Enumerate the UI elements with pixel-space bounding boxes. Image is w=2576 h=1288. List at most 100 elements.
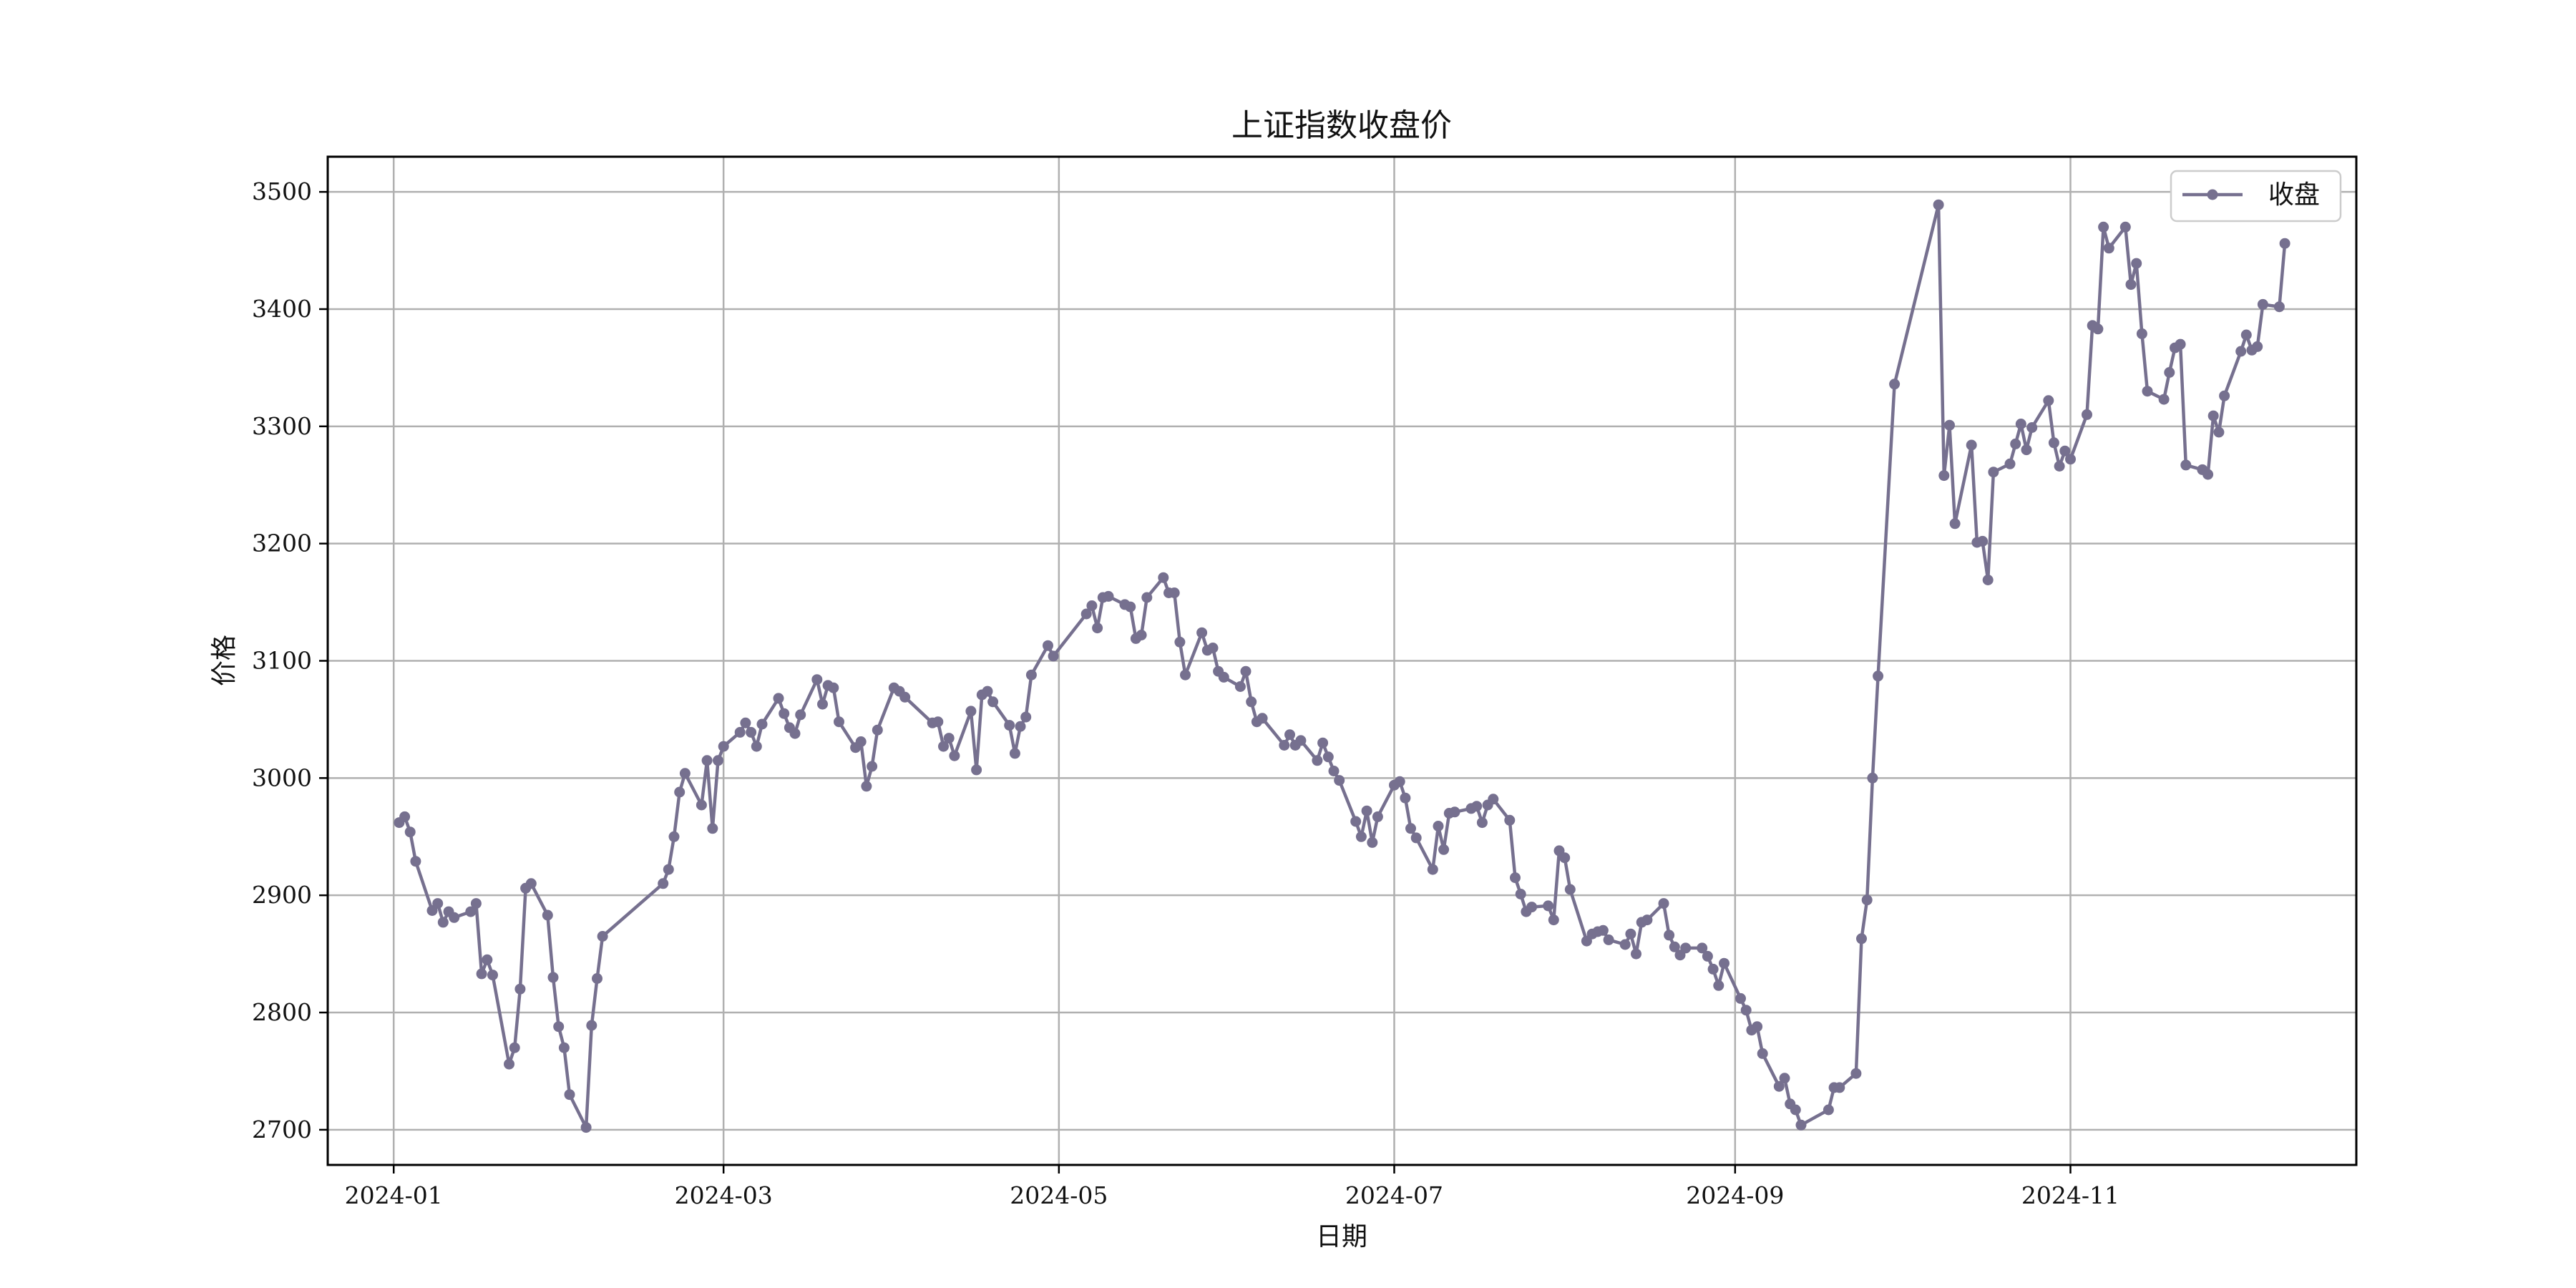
x-tick-label: 2024-05 — [1010, 1181, 1108, 1209]
data-point — [1350, 816, 1362, 827]
data-point — [1625, 928, 1636, 940]
data-point — [2043, 395, 2054, 406]
data-point — [1856, 933, 1867, 945]
y-tick-label: 3400 — [252, 295, 312, 323]
data-point — [1850, 1068, 1862, 1079]
data-point — [773, 693, 784, 704]
data-point — [547, 972, 559, 983]
data-point — [971, 764, 982, 776]
data-point — [756, 718, 768, 730]
data-point — [1889, 379, 1901, 390]
data-point — [1405, 823, 1416, 834]
data-point — [2213, 426, 2225, 438]
data-point — [746, 726, 757, 738]
data-point — [1559, 852, 1571, 864]
data-point — [872, 724, 883, 736]
y-tick-label: 2900 — [252, 881, 312, 909]
data-point — [514, 983, 526, 995]
data-point — [449, 912, 460, 923]
data-point — [1284, 729, 1295, 741]
data-point — [2054, 461, 2065, 472]
data-point — [1664, 930, 1675, 941]
legend-label: 收盘 — [2268, 180, 2320, 210]
data-point — [789, 728, 801, 739]
data-point — [867, 761, 878, 772]
data-point — [1471, 801, 1483, 812]
data-point — [861, 781, 872, 792]
data-point — [2235, 346, 2247, 357]
data-point — [476, 968, 487, 980]
data-point — [663, 864, 674, 875]
data-point — [1631, 948, 1641, 960]
data-point — [1757, 1048, 1768, 1059]
data-point — [696, 799, 707, 811]
x-tick-label: 2024-11 — [2021, 1181, 2119, 1209]
data-point — [2098, 221, 2109, 233]
data-point — [1944, 419, 1955, 431]
data-point — [1427, 864, 1438, 875]
data-point — [1004, 720, 1015, 731]
data-point — [1328, 766, 1340, 776]
data-point — [1400, 792, 1411, 804]
data-point — [2065, 454, 2076, 465]
data-point — [987, 696, 999, 708]
data-point — [1361, 805, 1372, 816]
data-point — [1861, 894, 1873, 906]
x-tick-label: 2024-03 — [675, 1181, 773, 1209]
data-point — [679, 768, 691, 779]
data-point — [1564, 884, 1576, 895]
data-point — [1410, 832, 1422, 844]
legend-box — [2170, 170, 2342, 223]
data-point — [1597, 924, 1609, 936]
data-point — [779, 708, 790, 719]
data-point — [1834, 1082, 1845, 1093]
data-point — [1141, 592, 1153, 603]
y-tick-label: 3200 — [252, 530, 312, 557]
data-point — [597, 931, 608, 942]
data-point — [982, 686, 993, 697]
data-point — [509, 1042, 520, 1053]
data-point — [1476, 817, 1488, 829]
data-point — [1680, 942, 1692, 954]
data-point — [399, 811, 411, 822]
x-axis-label: 日期 — [1316, 1222, 1367, 1252]
data-point — [1103, 590, 1114, 602]
data-point — [899, 691, 911, 703]
data-point — [1658, 898, 1669, 909]
data-point — [1169, 587, 1180, 598]
data-point — [1174, 636, 1186, 648]
data-point — [2273, 301, 2285, 313]
data-point — [701, 755, 713, 766]
data-point — [1020, 711, 1032, 723]
data-point — [592, 973, 602, 984]
data-point — [1196, 627, 1208, 638]
data-point — [1988, 467, 1999, 478]
data-point — [1488, 794, 1499, 805]
y-tick-label: 3300 — [252, 412, 312, 440]
data-point — [2010, 438, 2021, 449]
data-point — [1526, 902, 1538, 913]
y-axis-label: 价格 — [210, 635, 239, 686]
data-point — [2059, 445, 2071, 457]
data-point — [817, 698, 828, 710]
data-point — [1779, 1073, 1790, 1084]
y-tick-label: 2700 — [252, 1116, 312, 1143]
data-point — [1015, 721, 1026, 732]
data-point — [1773, 1080, 1785, 1092]
data-point — [1707, 963, 1719, 975]
data-point — [932, 716, 944, 728]
data-point — [2092, 323, 2104, 335]
data-point — [558, 1042, 570, 1053]
data-point — [553, 1021, 565, 1033]
data-point — [668, 831, 680, 842]
data-point — [2021, 444, 2032, 456]
data-point — [1009, 748, 1020, 759]
data-point — [1218, 671, 1229, 683]
data-point — [943, 733, 955, 744]
data-point — [1433, 821, 1444, 831]
data-point — [2136, 328, 2147, 339]
data-point — [2240, 329, 2252, 341]
data-point — [1372, 811, 1383, 822]
data-point — [834, 716, 844, 728]
